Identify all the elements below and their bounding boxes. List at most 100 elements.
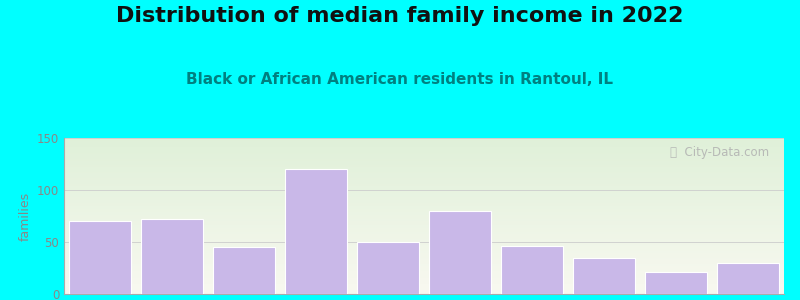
Bar bbox=[64, 242, 784, 243]
Bar bbox=[64, 198, 784, 199]
Bar bbox=[64, 210, 784, 211]
Bar bbox=[64, 157, 784, 158]
Bar bbox=[358, 242, 418, 294]
Bar bbox=[64, 286, 784, 287]
Bar bbox=[64, 187, 784, 188]
Bar bbox=[502, 246, 562, 294]
Bar bbox=[64, 190, 784, 191]
Bar bbox=[64, 142, 784, 143]
Bar bbox=[142, 219, 202, 294]
Bar bbox=[64, 268, 784, 269]
Bar bbox=[64, 249, 784, 250]
Bar bbox=[64, 168, 784, 169]
Bar bbox=[64, 238, 784, 239]
Bar bbox=[64, 200, 784, 201]
Bar bbox=[64, 260, 784, 261]
Bar bbox=[64, 181, 784, 182]
Bar bbox=[64, 195, 784, 196]
Bar bbox=[64, 243, 784, 244]
Bar bbox=[64, 252, 784, 253]
Bar bbox=[64, 182, 784, 183]
Bar bbox=[64, 245, 784, 246]
Bar bbox=[64, 285, 784, 286]
Bar bbox=[64, 139, 784, 140]
Bar bbox=[64, 244, 784, 245]
Bar bbox=[64, 241, 784, 242]
Text: ⓘ  City-Data.com: ⓘ City-Data.com bbox=[670, 146, 770, 159]
Bar bbox=[64, 290, 784, 291]
Bar bbox=[64, 199, 784, 200]
Bar bbox=[64, 160, 784, 161]
Bar bbox=[64, 158, 784, 159]
Bar bbox=[64, 180, 784, 181]
Bar bbox=[64, 143, 784, 144]
Bar bbox=[64, 230, 784, 231]
Bar bbox=[64, 288, 784, 289]
Bar bbox=[64, 231, 784, 232]
Bar bbox=[64, 239, 784, 240]
Bar bbox=[718, 263, 778, 294]
Bar bbox=[430, 211, 490, 294]
Bar bbox=[64, 227, 784, 228]
Bar bbox=[64, 232, 784, 233]
Bar bbox=[64, 258, 784, 259]
Bar bbox=[64, 280, 784, 281]
Bar bbox=[64, 240, 784, 241]
Bar bbox=[64, 145, 784, 146]
Text: Black or African American residents in Rantoul, IL: Black or African American residents in R… bbox=[186, 72, 614, 87]
Bar bbox=[64, 224, 784, 225]
Bar bbox=[64, 189, 784, 190]
Bar bbox=[64, 207, 784, 208]
Bar bbox=[64, 208, 784, 209]
Bar bbox=[64, 193, 784, 194]
Bar bbox=[64, 191, 784, 192]
Bar bbox=[64, 273, 784, 274]
Bar bbox=[64, 183, 784, 184]
Bar bbox=[64, 185, 784, 186]
Bar bbox=[64, 214, 784, 215]
Bar bbox=[64, 254, 784, 255]
Bar bbox=[64, 276, 784, 277]
Bar bbox=[64, 211, 784, 212]
Bar bbox=[64, 269, 784, 270]
Bar bbox=[64, 209, 784, 210]
Bar bbox=[64, 277, 784, 278]
Bar bbox=[286, 169, 346, 294]
Bar bbox=[214, 247, 274, 294]
Bar bbox=[64, 274, 784, 275]
Bar bbox=[64, 156, 784, 157]
Bar bbox=[64, 256, 784, 257]
Bar bbox=[64, 250, 784, 251]
Bar bbox=[64, 220, 784, 221]
Bar bbox=[64, 172, 784, 173]
Bar bbox=[64, 154, 784, 155]
Bar bbox=[64, 255, 784, 256]
Bar bbox=[64, 226, 784, 227]
Bar bbox=[64, 272, 784, 273]
Bar bbox=[64, 251, 784, 252]
Bar bbox=[64, 147, 784, 148]
Bar bbox=[64, 179, 784, 180]
Bar bbox=[64, 140, 784, 141]
Bar bbox=[64, 206, 784, 207]
Bar bbox=[64, 233, 784, 234]
Bar bbox=[64, 219, 784, 220]
Bar bbox=[64, 253, 784, 254]
Bar bbox=[64, 175, 784, 176]
Bar bbox=[64, 213, 784, 214]
Bar bbox=[64, 164, 784, 165]
Bar bbox=[64, 246, 784, 247]
Bar bbox=[64, 155, 784, 156]
Bar bbox=[64, 170, 784, 171]
Bar bbox=[64, 197, 784, 198]
Bar bbox=[64, 163, 784, 164]
Bar bbox=[64, 279, 784, 280]
Bar bbox=[64, 174, 784, 175]
Bar bbox=[64, 138, 784, 139]
Bar bbox=[64, 287, 784, 288]
Bar bbox=[64, 148, 784, 149]
Bar bbox=[64, 194, 784, 195]
Bar bbox=[64, 167, 784, 168]
Bar bbox=[64, 149, 784, 150]
Bar bbox=[64, 292, 784, 293]
